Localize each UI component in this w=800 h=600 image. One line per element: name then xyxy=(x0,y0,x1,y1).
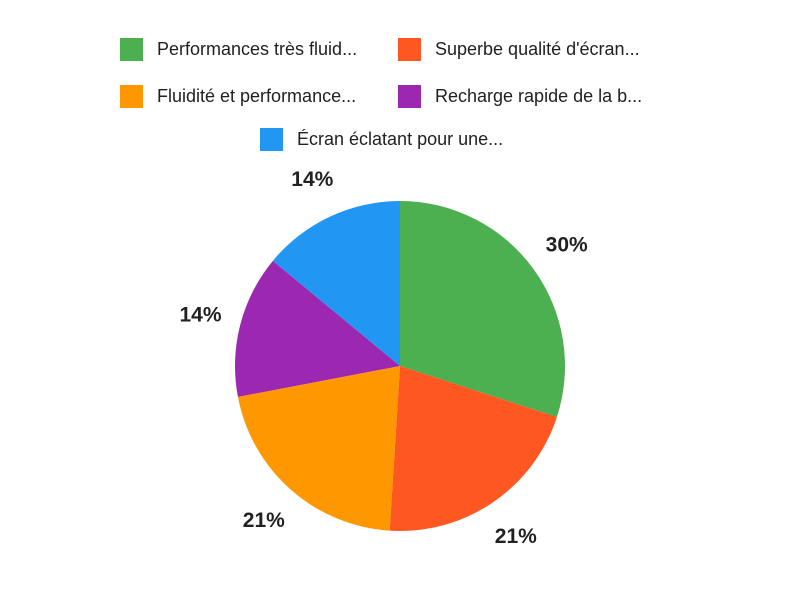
pie-slice-2[interactable] xyxy=(237,366,400,531)
legend-item-superbe-qualite-ecran[interactable]: Superbe qualité d'écran... xyxy=(398,38,640,61)
slice-percent-label-2: 21% xyxy=(243,509,285,532)
legend-item-recharge-rapide-batterie[interactable]: Recharge rapide de la b... xyxy=(398,85,642,108)
pie-slice-0[interactable] xyxy=(400,201,565,417)
pie-slice-4[interactable] xyxy=(272,201,400,366)
legend-swatch-orange xyxy=(120,85,143,108)
legend-item-ecran-eclatant[interactable]: Écran éclatant pour une... xyxy=(260,128,503,151)
legend-swatch-purple xyxy=(398,85,421,108)
pie-slice-3[interactable] xyxy=(234,260,400,397)
legend-label: Performances très fluid... xyxy=(157,39,358,59)
legend-label: Écran éclatant pour une... xyxy=(297,129,504,149)
legend-label: Fluidité et performance... xyxy=(157,86,357,106)
legend-label: Superbe qualité d'écran... xyxy=(435,39,640,59)
slice-percent-label-4: 14% xyxy=(291,168,333,191)
slice-percent-label-0: 30% xyxy=(546,233,588,256)
legend-swatch-blue xyxy=(260,128,283,151)
slice-percent-label-3: 14% xyxy=(179,303,221,326)
legend-swatch-deep-orange xyxy=(398,38,421,61)
slice-percent-label-1: 21% xyxy=(495,525,537,548)
pie-slice-1[interactable] xyxy=(389,366,557,531)
legend-label: Recharge rapide de la b... xyxy=(435,86,643,106)
legend-item-performances-tres-fluides[interactable]: Performances très fluid... xyxy=(120,38,357,61)
legend-swatch-green xyxy=(120,38,143,61)
legend-item-fluidite-et-performance[interactable]: Fluidité et performance... xyxy=(120,85,356,108)
